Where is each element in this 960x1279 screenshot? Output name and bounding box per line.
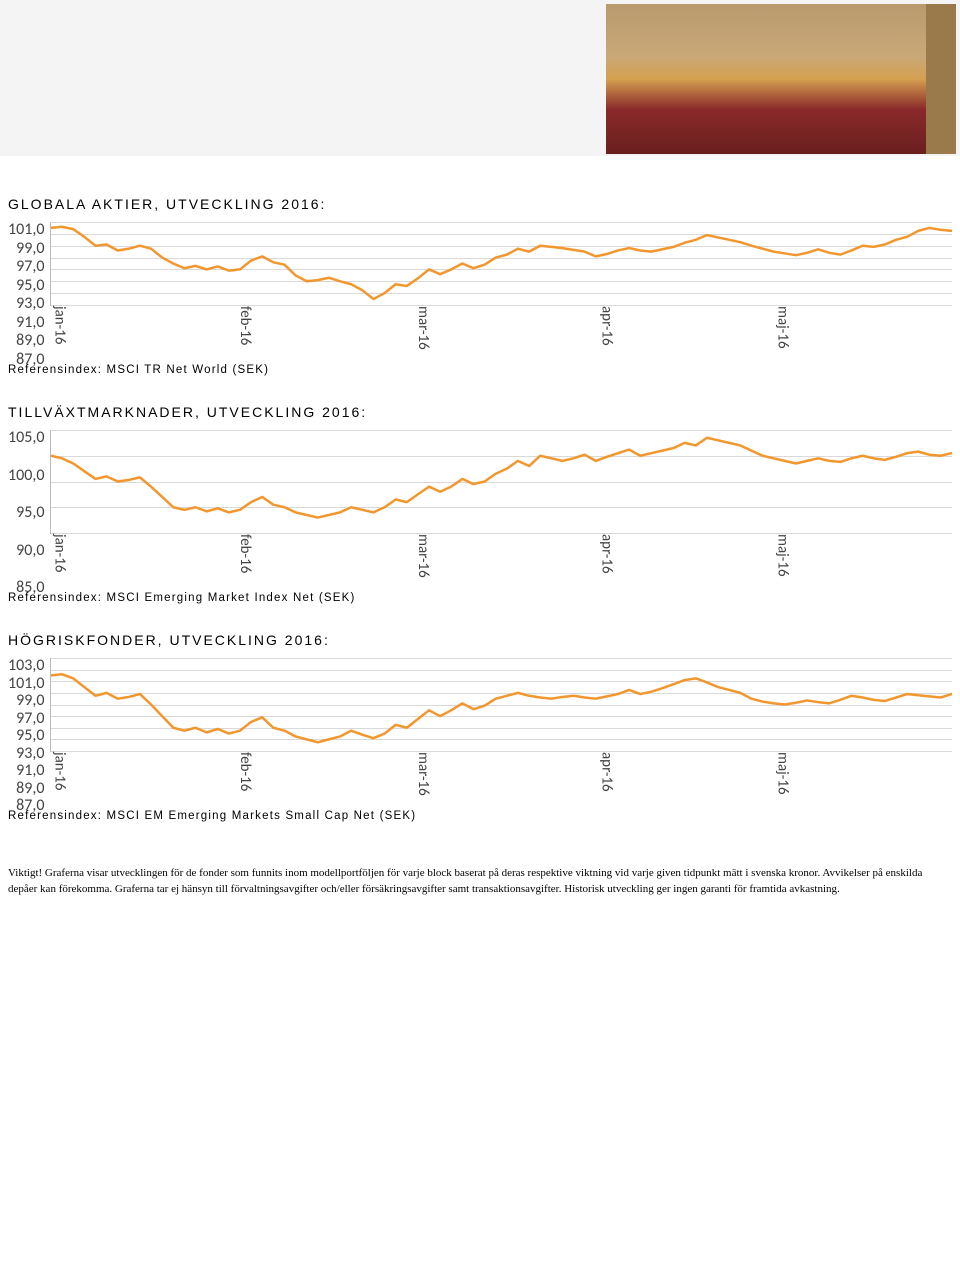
y-axis: 105,0100,095,090,085,0 [8,430,50,580]
x-tick-label: feb-16 [236,752,254,791]
x-tick-label: mar-16 [414,534,432,578]
y-axis: 103,0101,099,097,095,093,091,089,087,0 [8,658,50,798]
x-tick-label: jan-16 [50,534,68,572]
chart-container: 105,0100,095,090,085,0 jan-16 feb-16 mar-1… [8,430,952,580]
x-tick-label: apr-16 [598,534,616,574]
chart-container: 101,099,097,095,093,091,089,087,0 jan-16… [8,222,952,352]
plot-area [50,658,952,752]
y-axis: 101,099,097,095,093,091,089,087,0 [8,222,50,352]
plot-area [50,430,952,534]
chart-title: HÖGRISKFONDER, UTVECKLING 2016: [8,632,952,648]
footnote-text: Viktigt! Graferna visar utvecklingen för… [0,850,960,898]
chart-tillvaxtmarknader: TILLVÄXTMARKNADER, UTVECKLING 2016: 105,… [8,404,952,604]
chart-hogriskfonder: HÖGRISKFONDER, UTVECKLING 2016: 103,0101… [8,632,952,822]
content-area: GLOBALA AKTIER, UTVECKLING 2016: 101,099… [0,156,960,822]
header-band [0,0,960,156]
line-series [51,430,952,533]
x-tick-label: feb-16 [236,306,254,345]
x-tick-label: mar-16 [414,752,432,796]
x-tick-label: apr-16 [598,306,616,346]
line-series [51,222,952,305]
x-axis: jan-16 feb-16 mar-16 apr-16 maj-16 [50,306,952,352]
reference-index: Referensindex: MSCI EM Emerging Markets … [8,810,952,822]
x-tick-label: maj-16 [773,752,791,795]
chart-container: 103,0101,099,097,095,093,091,089,087,0 j… [8,658,952,798]
line-series [51,658,952,751]
chart-title: TILLVÄXTMARKNADER, UTVECKLING 2016: [8,404,952,420]
x-tick-label: apr-16 [598,752,616,792]
x-tick-label: mar-16 [414,306,432,350]
header-photo [606,4,956,154]
x-axis: jan-16 feb-16 mar-16 apr-16 maj-16 [50,752,952,798]
plot-area [50,222,952,306]
x-tick-label: maj-16 [773,534,791,577]
x-tick-label: maj-16 [773,306,791,349]
chart-globala-aktier: GLOBALA AKTIER, UTVECKLING 2016: 101,099… [8,196,952,376]
reference-index: Referensindex: MSCI TR Net World (SEK) [8,364,952,376]
x-axis: jan-16 feb-16 mar-16 apr-16 maj-16 [50,534,952,580]
x-tick-label: jan-16 [50,306,68,344]
reference-index: Referensindex: MSCI Emerging Market Inde… [8,592,952,604]
x-tick-label: jan-16 [50,752,68,790]
chart-title: GLOBALA AKTIER, UTVECKLING 2016: [8,196,952,212]
x-tick-label: feb-16 [236,534,254,573]
